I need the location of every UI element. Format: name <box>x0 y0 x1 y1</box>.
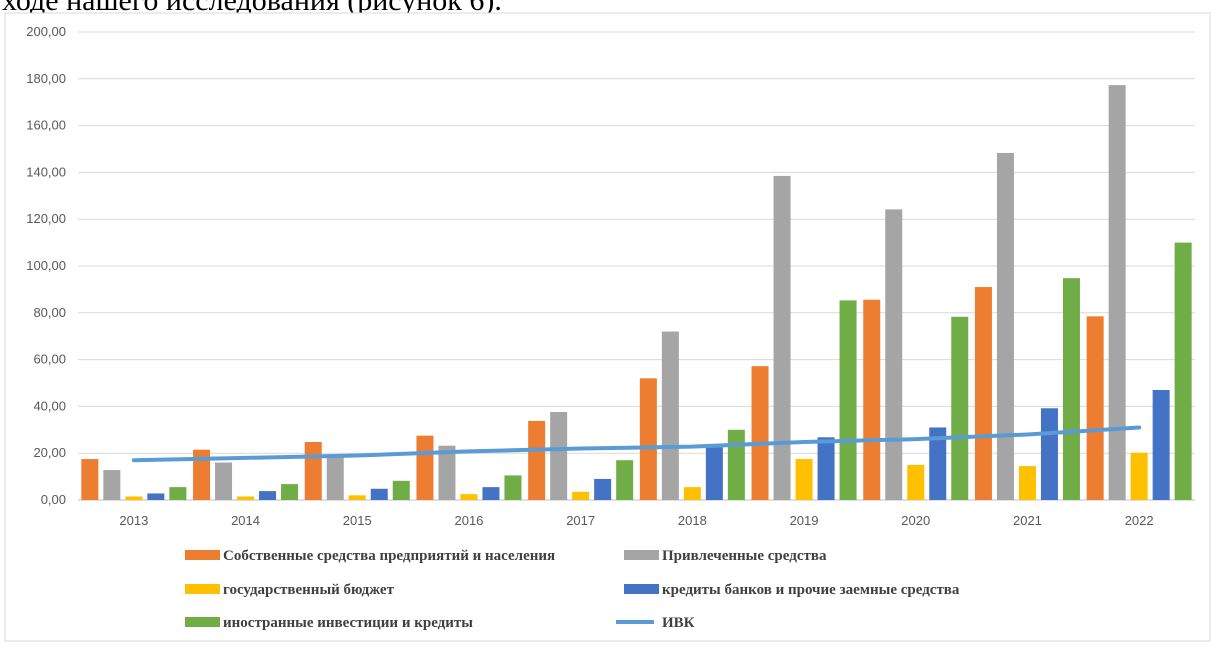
legend-swatch-3 <box>624 584 659 594</box>
bars <box>81 85 1192 501</box>
bar-4-3 <box>594 478 612 500</box>
legend-label: иностранные инвестиции и кредиты <box>223 615 473 631</box>
bar-8-0 <box>974 287 992 500</box>
bar-3-4 <box>504 475 522 500</box>
line-series-0 <box>131 425 1142 463</box>
bar-1-0 <box>193 449 211 500</box>
x-tick-label: 2022 <box>1125 513 1154 528</box>
y-tick-label: 40,00 <box>33 398 66 413</box>
bar-3-0 <box>416 435 434 500</box>
x-tick-label: 2021 <box>1013 513 1042 528</box>
x-axis-ticks: 2013 2014 2015 2016 2017 2018 2019 2020 2021 2022 <box>119 513 1153 528</box>
y-tick-label: 200,00 <box>26 24 66 39</box>
bar-5-3 <box>705 447 723 500</box>
bar-7-0 <box>863 299 881 500</box>
y-tick-label: 60,00 <box>33 352 66 367</box>
bar-7-4 <box>951 316 969 500</box>
bar-1-1 <box>215 462 233 500</box>
y-tick-label: 140,00 <box>26 164 66 179</box>
bar-3-2 <box>460 494 478 500</box>
legend-label: кредиты банков и прочие заемные средства <box>662 582 960 598</box>
legend-swatch-4 <box>185 617 220 627</box>
bar-7-3 <box>929 427 947 500</box>
bar-9-4 <box>1174 242 1192 500</box>
legend-swatch-1 <box>624 550 659 560</box>
bar-8-1 <box>996 152 1014 500</box>
legend-label: Привлеченные средства <box>662 548 827 564</box>
y-tick-label: 0,00 <box>41 492 66 507</box>
y-tick-label: 80,00 <box>33 305 66 320</box>
bar-6-3 <box>817 437 835 500</box>
x-tick-label: 2013 <box>119 513 148 528</box>
bar-3-3 <box>482 487 500 500</box>
bar-7-1 <box>885 209 903 500</box>
bar-6-1 <box>773 175 791 500</box>
bar-4-4 <box>616 460 634 500</box>
bar-5-2 <box>683 487 701 500</box>
bar-2-4 <box>392 480 410 500</box>
bar-6-4 <box>839 300 857 500</box>
bar-0-2 <box>125 496 143 500</box>
bar-1-2 <box>237 496 255 500</box>
x-tick-label: 2014 <box>231 513 260 528</box>
bar-8-3 <box>1040 408 1058 500</box>
bar-3-1 <box>438 445 456 500</box>
legend: Собственные средства предприятий и насел… <box>185 548 960 631</box>
line-series <box>131 425 1142 463</box>
legend-label: Собственные средства предприятий и насел… <box>223 548 555 564</box>
y-tick-label: 20,00 <box>33 445 66 460</box>
y-tick-label: 180,00 <box>26 71 66 86</box>
bar-4-1 <box>550 412 568 500</box>
bar-4-2 <box>572 491 590 500</box>
bar-2-0 <box>304 441 322 500</box>
y-tick-label: 160,00 <box>26 118 66 133</box>
chart-area-border <box>4 12 1211 642</box>
bar-1-4 <box>281 484 299 500</box>
bar-8-2 <box>1018 466 1036 500</box>
bar-9-0 <box>1086 316 1104 500</box>
bar-5-4 <box>727 429 745 500</box>
bar-9-2 <box>1130 452 1148 500</box>
x-tick-label: 2018 <box>678 513 707 528</box>
bar-4-0 <box>528 420 546 500</box>
bar-9-3 <box>1152 390 1170 500</box>
bar-6-0 <box>751 366 769 500</box>
bar-0-0 <box>81 459 99 500</box>
bar-0-1 <box>103 470 121 500</box>
y-axis-ticks: 0,00 20,00 40,00 60,00 80,00 100,00 120,00 140,… <box>26 24 66 507</box>
bar-0-4 <box>169 487 187 500</box>
bar-6-2 <box>795 459 813 500</box>
legend-label: ИВК <box>662 615 695 631</box>
bar-2-2 <box>348 495 366 500</box>
bar-5-0 <box>639 378 657 500</box>
y-tick-label: 120,00 <box>26 211 66 226</box>
x-tick-label: 2017 <box>566 513 595 528</box>
y-tick-label: 100,00 <box>26 258 66 273</box>
legend-label: государственный бюджет <box>223 582 395 598</box>
bar-8-4 <box>1062 278 1080 500</box>
x-tick-label: 2016 <box>454 513 483 528</box>
bar-0-3 <box>147 493 165 500</box>
legend-swatch-2 <box>185 584 220 594</box>
bar-9-1 <box>1108 85 1126 501</box>
x-tick-label: 2019 <box>790 513 819 528</box>
bar-7-2 <box>907 464 925 500</box>
bar-2-3 <box>370 488 388 500</box>
x-tick-label: 2020 <box>901 513 930 528</box>
bar-1-3 <box>259 491 277 500</box>
x-tick-label: 2015 <box>343 513 372 528</box>
bar-5-1 <box>661 331 679 500</box>
legend-swatch-0 <box>185 550 220 560</box>
bar-2-1 <box>326 456 344 500</box>
